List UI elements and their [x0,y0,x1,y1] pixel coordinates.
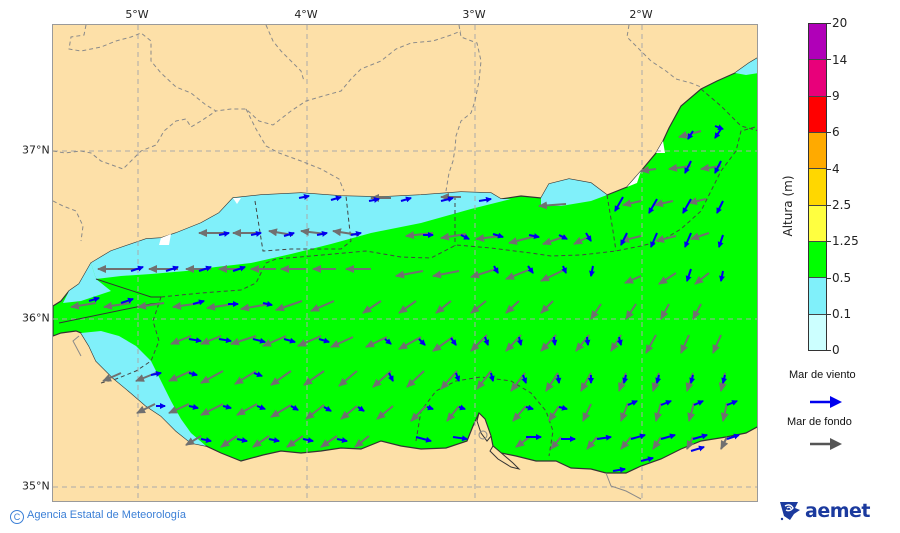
colorbar-segment-0.1-0.5 [809,278,826,315]
copyright-icon: C [10,510,24,524]
colorbar-tick-label: 1.25 [832,234,859,248]
colorbar [808,23,827,351]
lat-tick-36n: 36°N [22,311,50,325]
colorbar-tick-label: 2.5 [832,198,852,212]
colorbar-tick-label: 14 [832,53,848,67]
swell-arrows-diagonal [102,197,729,450]
legend-swell-label: Mar de fondo [787,416,852,428]
colorbar-tick-label: 20 [832,16,848,30]
swell-arrow-icon [810,438,842,450]
colorbar-segment-9-14 [809,60,826,97]
lon-tick-4w: 4°W [294,8,318,21]
aemet-swirl-icon [780,502,800,521]
sea-area [53,57,757,474]
aemet-logo: aemet [778,500,870,522]
colorbar-segment-4-6 [809,132,826,170]
colorbar-tick-label: 6 [832,125,840,139]
colorbar-segment-0.5-1.25 [809,241,826,279]
colorbar-segment-0-0.1 [809,314,826,350]
colorbar-tick-label: 9 [832,89,840,103]
copyright-credit: C Agencia Estatal de Meteorología [10,509,186,524]
credit-text: Agencia Estatal de Meteorología [27,509,186,521]
mar-chica-spit [489,445,521,470]
colorbar-tick-label: 0.5 [832,271,852,285]
swell-arrows [70,130,722,312]
colorbar-tick-label: 0.1 [832,307,852,321]
sea-light-southwest [81,331,206,446]
aemet-logo-text: aemet [805,500,870,522]
lon-tick-5w: 5°W [125,8,149,21]
colorbar-tick-label: 4 [832,162,840,176]
land-borders [53,25,702,242]
colorbar-tick-label: 0 [832,343,840,357]
lon-tick-3w: 3°W [462,8,486,21]
colorbar-title: Altura (m) [781,175,795,237]
sea-light-north-west [63,263,111,303]
sea-light-ne-corner [735,58,757,75]
lon-tick-2w: 2°W [629,8,653,21]
legend-wind-sea-label: Mar de viento [789,369,856,381]
lat-tick-35n: 35°N [22,479,50,493]
colorbar-segment-6-9 [809,96,826,133]
map-canvas [53,25,757,501]
melilla-peninsula [476,412,492,442]
graticule [53,25,757,501]
colorbar-segment-14-20 [809,24,826,61]
wind-sea-arrows [88,124,740,473]
colorbar-segment-2.5-4 [809,169,826,206]
colorbar-segment-1.25-2.5 [809,205,826,242]
wave-height-map[interactable] [52,24,758,502]
wind-sea-arrow-icon [810,396,842,408]
lat-tick-37n: 37°N [22,143,50,157]
sea-light-ne-bay [541,179,607,206]
